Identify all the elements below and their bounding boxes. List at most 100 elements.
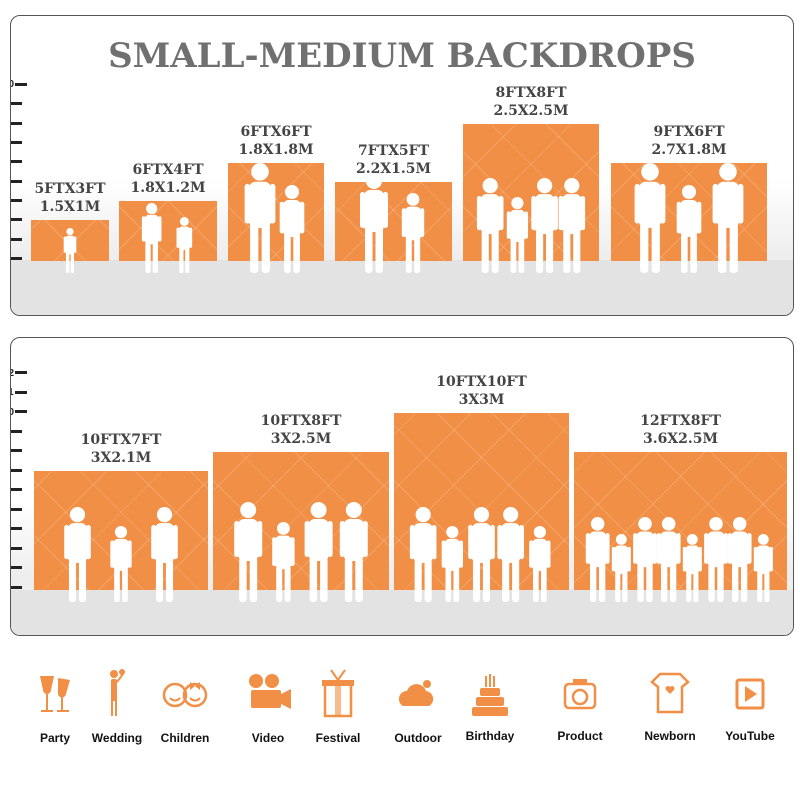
tick-mark <box>11 488 22 492</box>
tick-mark <box>11 546 22 550</box>
backdrop-size-label: 7FTX5FT 2.2X1.5M <box>315 142 472 178</box>
people-silhouettes <box>244 163 305 273</box>
size-feet: 5FTX3FT <box>34 181 106 198</box>
use-case-label: Newborn <box>644 729 696 743</box>
person-silhouette <box>753 534 773 602</box>
backdrop-size-label: 10FTX8FT 3X2.5M <box>193 412 409 448</box>
person-silhouette <box>110 526 132 602</box>
tick-mark <box>11 256 22 260</box>
person-silhouette <box>682 534 702 602</box>
children-faces-icon <box>162 682 208 708</box>
tick-mark <box>15 83 28 87</box>
person-silhouette <box>360 173 388 273</box>
backdrop-size-label: 6FTX6FT 1.8X1.8M <box>208 123 344 159</box>
person-silhouette <box>304 502 333 602</box>
person-silhouette <box>401 193 425 273</box>
axis-tick: 7 <box>11 466 22 476</box>
person-silhouette <box>468 507 495 602</box>
person-silhouette <box>531 178 558 273</box>
person-silhouette <box>712 163 744 273</box>
size-meters: 2.7X1.8M <box>651 141 727 158</box>
tick-mark <box>11 141 22 145</box>
axis-tick: 10 <box>11 79 28 90</box>
people-silhouettes <box>476 178 586 273</box>
size-meters: 2.2X1.5M <box>355 160 432 177</box>
person-silhouette <box>497 507 524 602</box>
person-silhouette <box>585 517 610 602</box>
person-silhouette <box>409 507 437 602</box>
gift-box-icon <box>322 669 354 718</box>
person-silhouette <box>441 526 463 602</box>
tick-mark <box>11 237 22 241</box>
baby-onesie-icon <box>650 672 690 714</box>
tick-mark <box>11 566 22 570</box>
axis-tick: 9 <box>11 427 22 437</box>
person-silhouette <box>64 507 91 602</box>
backdrop-size-label: 12FTX8FT 3.6X2.5M <box>554 412 793 448</box>
person-silhouette <box>176 217 193 273</box>
axis-tick: 5 <box>11 177 22 187</box>
size-meters: 2.5X2.5M <box>493 102 569 119</box>
tick-mark <box>11 179 22 183</box>
backdrop-size-label: 8FTX8FT 2.5X2.5M <box>443 84 619 120</box>
tick-mark <box>11 468 22 472</box>
axis-tick: 6 <box>11 486 22 496</box>
use-case-label: Product <box>557 729 603 743</box>
axis-tick: 4 <box>11 196 22 206</box>
person-silhouette <box>634 163 666 273</box>
size-feet: 7FTX5FT <box>357 142 430 159</box>
use-case-label: Outdoor <box>394 731 442 745</box>
backdrop-size-6ftx4ft <box>119 201 217 261</box>
axis-tick: 12 <box>11 368 28 379</box>
birthday-cake-icon <box>472 674 508 716</box>
axis-tick: 4 <box>11 525 22 535</box>
size-meters: 1.8X1.8M <box>238 141 314 158</box>
small-backdrops-panel: SMALL-MEDIUM BACKDROPS 1 2 3 4 5 6 7 8 9 10 5FTX3F… <box>10 15 794 316</box>
size-meters: 3X2.5M <box>270 430 332 447</box>
person-silhouette <box>656 517 681 602</box>
person-silhouette <box>676 185 702 273</box>
use-case-label: Video <box>251 731 285 745</box>
tick-label: 10 <box>11 79 14 90</box>
use-case-label: Wedding <box>91 731 143 745</box>
people-silhouettes <box>141 203 193 273</box>
people-silhouettes <box>64 507 178 602</box>
backdrop-size-label: 10FTX10FT 3X3M <box>374 373 589 409</box>
person-silhouette <box>611 534 631 602</box>
people-silhouettes <box>585 517 773 602</box>
people-silhouettes <box>234 502 368 602</box>
tick-mark <box>11 527 22 531</box>
page-title: SMALL-MEDIUM BACKDROPS <box>108 36 696 76</box>
person-silhouette <box>633 517 657 602</box>
tick-label: 12 <box>11 368 14 379</box>
size-feet: 6FTX6FT <box>240 123 312 140</box>
person-silhouette <box>63 228 77 273</box>
backdrop-size-12ftx8ft <box>574 451 787 590</box>
person-silhouette <box>704 517 728 602</box>
tick-mark <box>11 218 22 222</box>
axis-tick: 11 <box>11 388 27 398</box>
backdrop-size-label: 10FTX7FT 3X2.1M <box>14 431 228 467</box>
size-meters: 1.5X1M <box>39 199 101 216</box>
use-case-label: Party <box>39 731 71 745</box>
tick-mark <box>11 121 22 125</box>
tick-mark <box>11 585 22 589</box>
size-feet: 12FTX8FT <box>640 412 721 429</box>
backdrop-size-label: 5FTX3FT 1.5X1M <box>11 180 129 216</box>
champagne-glasses-icon <box>40 676 70 712</box>
axis-tick: 2 <box>11 564 22 574</box>
size-meters: 3X2.1M <box>90 450 152 466</box>
size-meters: 3.6X2.5M <box>642 430 719 447</box>
person-silhouette <box>558 178 586 273</box>
size-feet: 8FTX8FT <box>495 84 567 101</box>
axis-tick: 3 <box>11 215 22 225</box>
person-silhouette <box>727 517 752 602</box>
size-feet: 10FTX7FT <box>80 432 162 448</box>
tick-mark <box>11 449 22 453</box>
people-silhouettes <box>409 507 551 602</box>
person-silhouette <box>506 197 529 273</box>
person-silhouette <box>234 502 263 602</box>
backdrop-size-7ftx5ft <box>335 181 452 261</box>
tick-mark <box>11 160 22 164</box>
axis-tick: 2 <box>11 235 22 245</box>
